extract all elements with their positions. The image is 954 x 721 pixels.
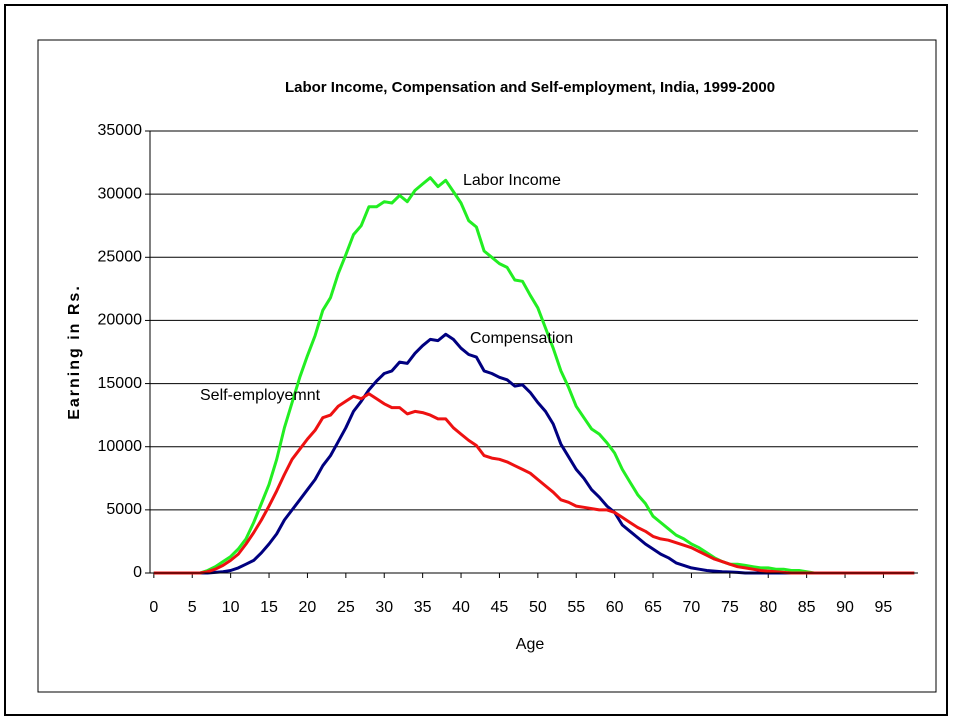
y-tick-label: 10000 (98, 438, 143, 455)
y-tick-label: 30000 (98, 185, 143, 202)
chart-title: Labor Income, Compensation and Self-empl… (285, 79, 775, 96)
x-tick-label: 55 (567, 599, 585, 616)
y-tick-label: 15000 (98, 375, 143, 392)
x-tick-label: 40 (452, 599, 470, 616)
x-tick-label: 70 (683, 599, 701, 616)
x-tick-label: 25 (337, 599, 355, 616)
x-axis-label: Age (516, 636, 545, 653)
x-tick-label: 65 (644, 599, 662, 616)
y-tick-label: 35000 (98, 122, 143, 139)
x-tick-label: 35 (414, 599, 432, 616)
x-tick-label: 85 (798, 599, 816, 616)
x-tick-label: 75 (721, 599, 739, 616)
x-tick-label: 15 (260, 599, 278, 616)
x-tick-label: 5 (188, 599, 197, 616)
series-label: Self-employemnt (200, 387, 321, 404)
x-tick-label: 0 (149, 599, 158, 616)
y-tick-label: 0 (133, 564, 142, 581)
x-tick-label: 10 (222, 599, 240, 616)
series-label: Compensation (470, 330, 573, 347)
x-tick-label: 90 (836, 599, 854, 616)
outer-border (4, 4, 948, 716)
chart-border (37, 39, 937, 693)
x-tick-label: 50 (529, 599, 547, 616)
x-tick-label: 45 (491, 599, 509, 616)
x-tick-label: 95 (875, 599, 893, 616)
y-axis-label: Earning in Rs. (66, 284, 83, 420)
x-tick-label: 20 (299, 599, 317, 616)
x-tick-label: 60 (606, 599, 624, 616)
series-line (153, 176, 915, 575)
series-label: Labor Income (463, 172, 561, 189)
x-tick-label: 30 (375, 599, 393, 616)
y-tick-label: 20000 (98, 312, 143, 329)
x-tick-label: 80 (759, 599, 777, 616)
y-tick-label: 5000 (106, 501, 142, 518)
y-tick-label: 25000 (98, 249, 143, 266)
